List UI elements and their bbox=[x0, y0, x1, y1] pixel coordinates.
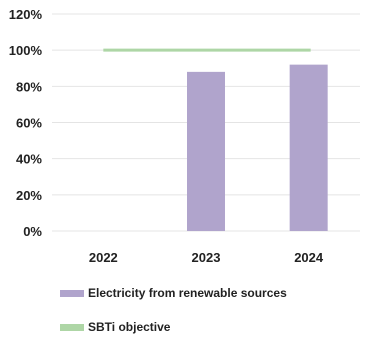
legend-label: SBTi objective bbox=[88, 320, 171, 334]
y-tick-label: 120% bbox=[9, 7, 43, 22]
bar-2023 bbox=[187, 71, 225, 231]
legend-label: Electricity from renewable sources bbox=[88, 286, 287, 300]
x-tick-label: 2022 bbox=[89, 250, 118, 265]
y-tick-label: 0% bbox=[23, 224, 42, 239]
y-tick-label: 60% bbox=[16, 116, 42, 131]
x-tick-label: 2024 bbox=[294, 250, 324, 265]
legend: Electricity from renewable sources SBTi o… bbox=[60, 286, 287, 334]
y-tick-label: 40% bbox=[16, 152, 42, 167]
y-tick-label: 100% bbox=[9, 43, 43, 58]
y-tick-label: 20% bbox=[16, 188, 42, 203]
legend-swatch bbox=[60, 324, 84, 331]
legend-swatch bbox=[60, 290, 84, 297]
x-axis-labels: 2022 2023 2024 bbox=[89, 250, 324, 265]
x-tick-label: 2023 bbox=[192, 250, 221, 265]
y-tick-label: 80% bbox=[16, 79, 42, 94]
bars bbox=[187, 64, 328, 231]
bar-2024 bbox=[289, 64, 328, 231]
y-axis-labels: 0% 20% 40% 60% 80% 100% 120% bbox=[9, 7, 43, 239]
